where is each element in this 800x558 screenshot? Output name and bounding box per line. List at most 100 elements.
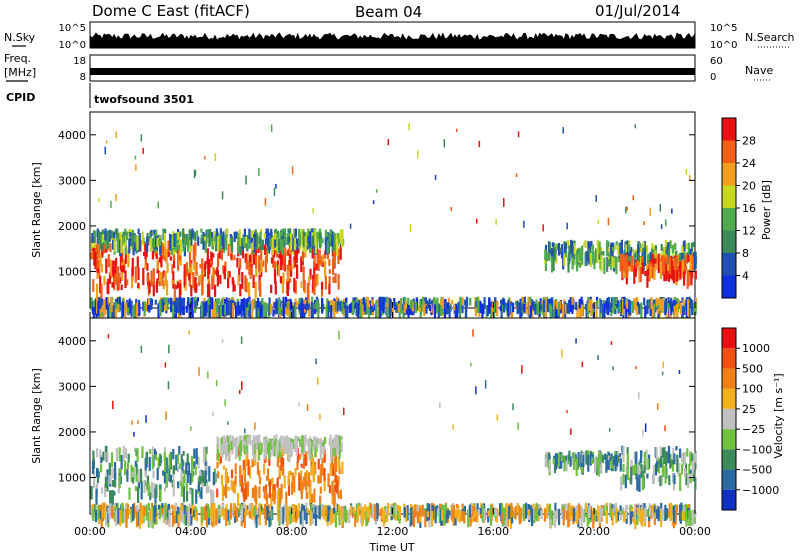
data-cell	[164, 456, 167, 473]
data-cell	[571, 296, 574, 305]
data-cell	[122, 301, 125, 317]
data-cell	[273, 239, 277, 248]
data-cell	[619, 299, 623, 314]
data-cell	[212, 411, 214, 417]
data-cell	[221, 435, 224, 444]
data-cell	[177, 481, 180, 489]
data-cell	[175, 285, 178, 290]
data-cell	[308, 441, 312, 448]
data-cell	[149, 237, 152, 252]
data-cell	[222, 231, 225, 249]
data-cell	[263, 503, 267, 519]
data-cell	[316, 231, 319, 239]
data-cell	[580, 451, 583, 458]
data-cell	[312, 441, 315, 446]
data-cell	[192, 231, 195, 240]
data-cell	[680, 463, 683, 475]
data-cell	[355, 301, 358, 316]
data-cell	[244, 459, 247, 469]
data-cell	[678, 266, 681, 272]
data-cell	[176, 454, 179, 464]
data-cell	[622, 473, 625, 485]
data-cell	[360, 507, 363, 520]
data-cell	[298, 503, 301, 509]
data-cell	[673, 453, 676, 465]
data-cell	[626, 240, 629, 247]
data-cell	[263, 443, 266, 460]
data-cell	[301, 251, 304, 261]
data-cell	[137, 299, 141, 306]
data-cell	[458, 305, 462, 319]
data-cell	[220, 247, 223, 261]
data-cell	[644, 507, 647, 523]
data-cell	[286, 270, 289, 281]
data-cell	[280, 483, 283, 499]
data-cell	[336, 238, 339, 257]
data-cell	[404, 297, 407, 303]
data-cell	[177, 506, 180, 515]
nave-tick-top: 60	[710, 56, 723, 67]
data-cell	[174, 502, 177, 510]
data-cell	[665, 451, 668, 464]
colorbar-tick-label: 12	[742, 225, 756, 238]
data-cell	[614, 244, 617, 251]
data-cell	[328, 269, 331, 274]
data-cell	[218, 249, 221, 259]
data-cell	[94, 252, 97, 270]
data-cell	[304, 252, 307, 258]
data-cell	[242, 234, 245, 246]
data-cell	[199, 263, 202, 269]
data-cell	[219, 228, 222, 238]
data-cell	[223, 508, 226, 520]
data-cell	[97, 230, 100, 245]
data-cell	[104, 487, 107, 498]
data-cell	[620, 239, 623, 254]
data-cell	[283, 475, 286, 489]
data-cell	[628, 245, 631, 253]
data-cell	[303, 303, 306, 322]
data-cell	[576, 304, 579, 321]
data-cell	[371, 299, 374, 307]
data-cell	[660, 224, 663, 230]
data-cell	[346, 305, 349, 319]
data-cell	[203, 506, 206, 521]
data-cell	[567, 459, 570, 465]
data-cell	[145, 252, 148, 257]
data-cell	[307, 236, 310, 243]
data-cell	[205, 446, 208, 454]
data-cell	[211, 237, 214, 250]
data-cell	[400, 298, 403, 314]
data-cell	[674, 300, 677, 306]
data-cell	[319, 413, 321, 420]
data-cell	[200, 477, 203, 482]
data-cell	[91, 302, 94, 314]
data-cell	[106, 281, 109, 294]
data-cell	[514, 506, 517, 520]
data-cell	[326, 298, 329, 312]
data-cell	[206, 258, 209, 263]
data-cell	[242, 460, 245, 476]
data-cell	[293, 476, 296, 493]
data-cell	[595, 303, 598, 318]
data-cell	[259, 302, 262, 320]
data-cell	[643, 251, 646, 266]
data-cell	[682, 506, 685, 513]
data-cell	[162, 228, 165, 241]
data-cell	[575, 458, 578, 477]
data-cell	[312, 208, 314, 214]
y-tick-label: 3000	[58, 174, 86, 187]
data-cell	[298, 402, 300, 407]
data-cell	[217, 471, 220, 479]
data-cell	[266, 303, 269, 312]
data-cell	[231, 236, 234, 253]
data-cell	[280, 454, 283, 471]
data-cell	[645, 449, 648, 466]
data-cell	[135, 236, 138, 254]
data-cell	[676, 454, 679, 473]
data-cell	[302, 237, 305, 248]
data-cell	[609, 254, 612, 265]
data-cell	[182, 228, 185, 244]
cpid-label: CPID	[6, 91, 35, 104]
data-cell	[263, 233, 266, 239]
data-cell	[114, 298, 118, 303]
